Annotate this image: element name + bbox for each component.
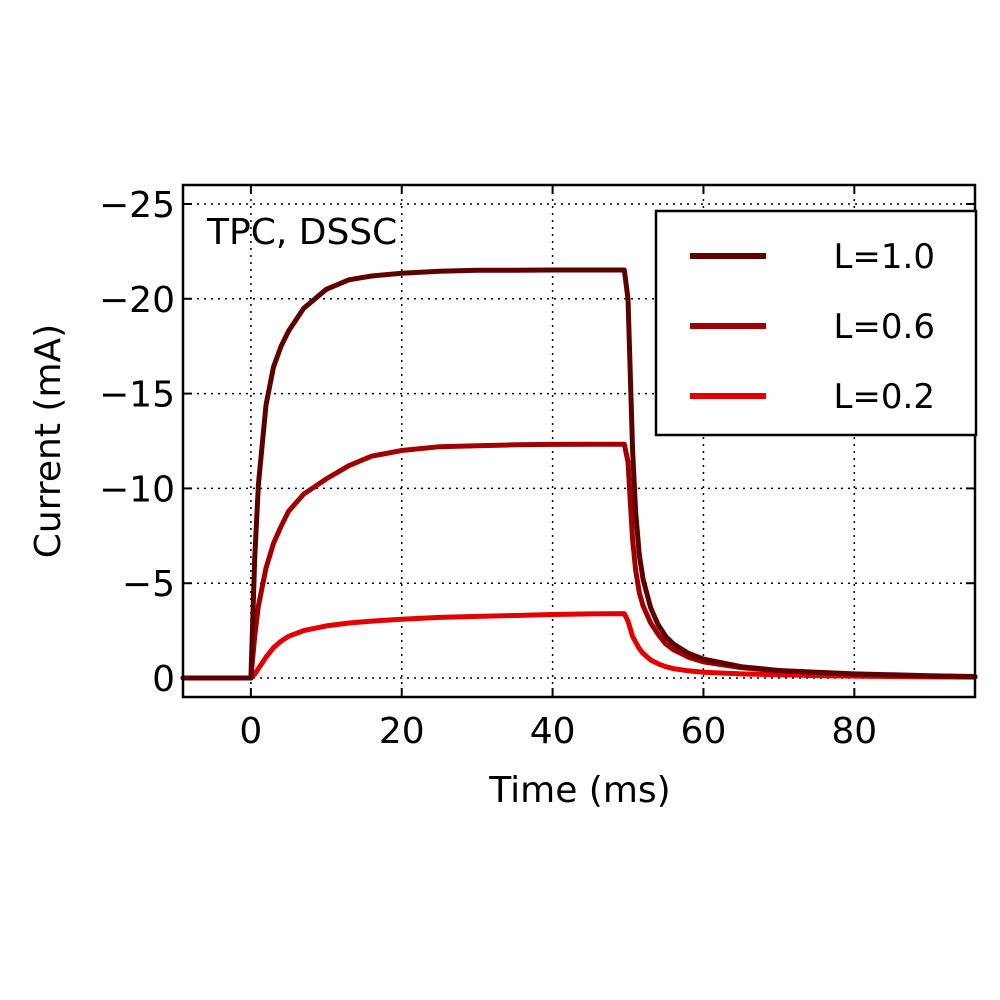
x-tick-label: 80	[831, 711, 877, 752]
tick-labels: 0 20 40 60 80 0 −5 −10 −15 −20 −25	[99, 185, 877, 752]
x-tick-label: 0	[239, 711, 262, 752]
legend-items: L=1.0 L=0.6 L=0.2	[690, 237, 935, 417]
series-group	[180, 267, 978, 681]
y-tick-label: 0	[152, 659, 175, 700]
x-axis-label: Time (ms)	[488, 770, 670, 811]
y-tick-label: −5	[122, 564, 175, 605]
series-line-L=0.2	[180, 611, 978, 681]
series-line-L=1.0	[180, 267, 978, 681]
y-tick-label: −15	[99, 375, 175, 416]
y-tick-label: −25	[99, 185, 175, 226]
legend-label: L=0.6	[833, 307, 935, 347]
y-tick-label: −20	[99, 280, 175, 321]
x-tick-label: 20	[379, 711, 425, 752]
legend-label: L=0.2	[833, 377, 935, 417]
plot-annotation: TPC, DSSC	[206, 212, 397, 253]
x-tick-label: 40	[530, 711, 576, 752]
plot-frame	[181, 183, 977, 699]
legend: L=1.0 L=0.6 L=0.2	[654, 209, 978, 437]
y-tick-label: −10	[99, 469, 175, 510]
legend-label: L=1.0	[833, 237, 935, 277]
y-axis-label: Current (mA)	[28, 324, 69, 558]
x-tick-label: 60	[681, 711, 727, 752]
